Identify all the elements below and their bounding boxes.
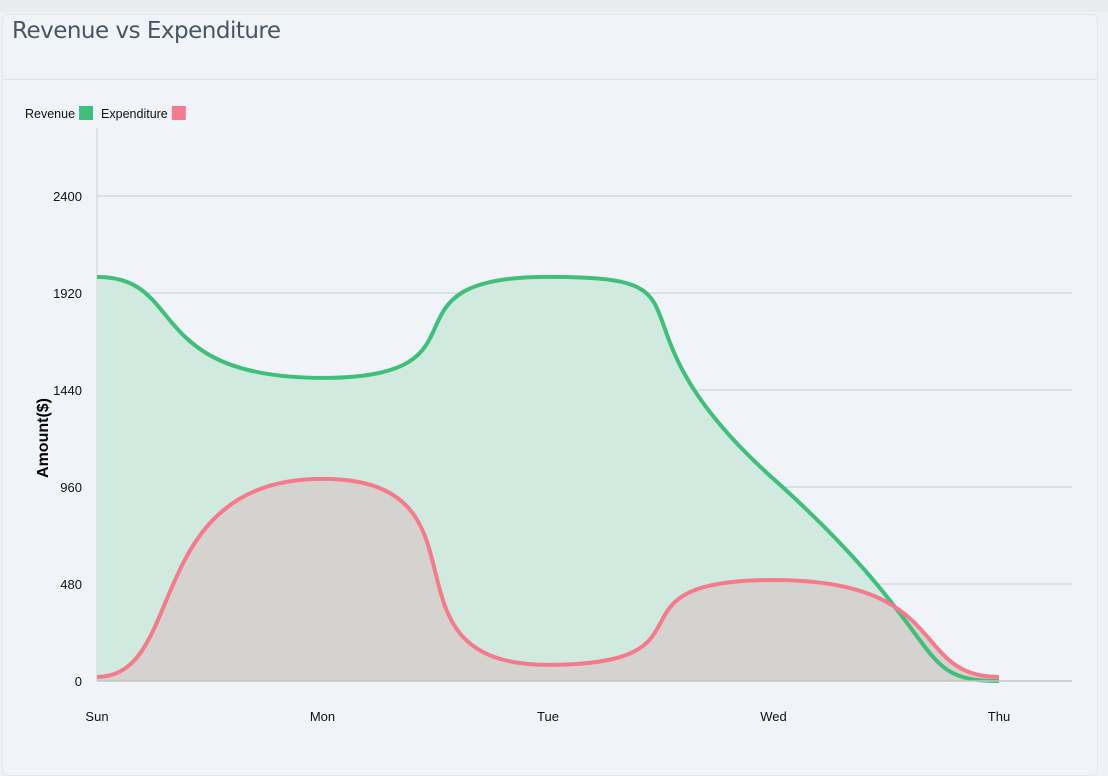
top-bar [0, 0, 1108, 12]
x-tick-label: Wed [760, 709, 787, 724]
legend-label: Revenue [25, 107, 75, 121]
legend-swatch-revenue [79, 106, 94, 120]
y-tick-label: 1920 [53, 286, 82, 301]
y-tick-label: 960 [60, 480, 82, 495]
y-tick-label: 0 [75, 674, 82, 689]
y-tick-label: 480 [60, 577, 82, 592]
x-tick-label: Sun [85, 709, 108, 724]
revenue-line [96, 274, 1000, 683]
x-tick-label: Tue [537, 709, 559, 724]
y-tick-label: 2400 [53, 189, 82, 204]
legend-swatch-expenditure [171, 106, 186, 120]
legend-label: Expenditure [101, 107, 168, 121]
expenditure-area [97, 478, 999, 681]
card-title: Revenue vs Expenditure [12, 18, 281, 44]
x-tick-label: Mon [310, 709, 335, 724]
y-axis-label: Amount($) [35, 398, 52, 478]
x-tick-label: Thu [988, 709, 1010, 724]
expenditure-line [96, 476, 1000, 679]
y-tick-label: 1440 [53, 383, 82, 398]
card-header [3, 15, 1097, 80]
